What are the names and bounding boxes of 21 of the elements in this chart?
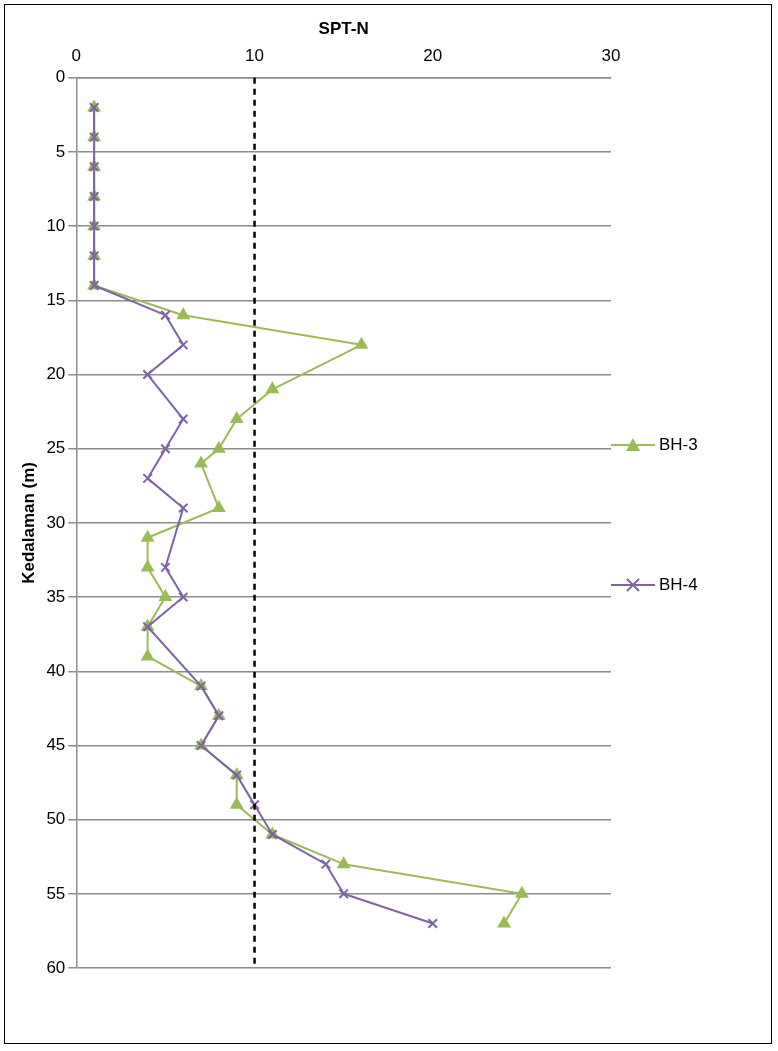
legend-label: BH-3 — [659, 435, 698, 455]
y-tick-label: 15 — [46, 290, 66, 310]
y-axis-title: Kedalaman (m) — [18, 461, 38, 584]
y-tick-label: 10 — [46, 215, 66, 235]
x-tick-label: 10 — [245, 46, 264, 66]
x-tick-label: 0 — [71, 46, 82, 66]
y-tick-label: 50 — [46, 809, 66, 829]
y-tick-label: 0 — [55, 67, 66, 87]
y-tick-label: 40 — [46, 660, 66, 680]
x-axis-title: SPT-N — [318, 18, 369, 38]
legend-label: BH-4 — [659, 575, 698, 595]
y-tick-label: 35 — [46, 586, 66, 606]
x-tick-label: 30 — [601, 46, 621, 66]
y-tick-label: 55 — [46, 883, 66, 903]
y-tick-label: 20 — [46, 364, 66, 384]
y-tick-label: 25 — [46, 438, 66, 458]
x-tick-label: 20 — [423, 46, 443, 66]
y-tick-label: 60 — [46, 957, 66, 977]
y-tick-label: 45 — [46, 735, 66, 755]
y-tick-label: 30 — [46, 512, 66, 532]
y-tick-label: 5 — [55, 141, 66, 161]
